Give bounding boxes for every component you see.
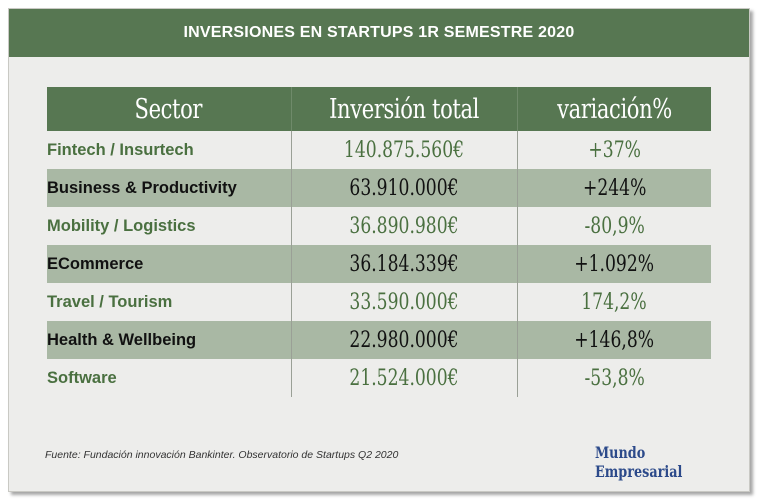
sector-cell: Fintech / Insurtech: [47, 131, 292, 169]
inversion-cell: 33.590.000€: [291, 283, 518, 321]
variacion-cell: +37%: [587, 137, 641, 163]
sector-cell: Health & Wellbeing: [47, 321, 292, 359]
chart-title: INVERSIONES EN STARTUPS 1R SEMESTRE 2020: [9, 9, 749, 57]
table-row: Health & Wellbeing 22.980.000€ +146,8%: [47, 321, 711, 359]
table-row: ECommerce 36.184.339€ +1.092%: [47, 245, 711, 283]
column-header-inversion: Inversión total: [290, 87, 517, 131]
sector-cell: Business & Productivity: [47, 169, 292, 207]
sector-cell: Mobility / Logistics: [47, 207, 292, 245]
table-row: Software 21.524.000€ -53,8%: [47, 359, 711, 397]
investment-table: Sector Inversión total variación% Fintec…: [47, 87, 711, 397]
variacion-cell: -80,9%: [584, 213, 645, 239]
table-header-row: Sector Inversión total variación%: [47, 87, 711, 131]
inversion-cell: 36.890.980€: [291, 207, 518, 245]
source-note: Fuente: Fundación innovación Bankinter. …: [45, 449, 399, 461]
infographic-frame: INVERSIONES EN STARTUPS 1R SEMESTRE 2020…: [8, 8, 750, 492]
inversion-cell: 22.980.000€: [291, 321, 518, 359]
variacion-cell: +146,8%: [517, 321, 711, 359]
inversion-cell: 36.184.339€: [291, 245, 518, 283]
inversion-cell: 140.875.560€: [291, 131, 518, 169]
column-header-variacion: variación%: [516, 87, 711, 131]
table-row: Fintech / Insurtech 140.875.560€ +37%: [47, 131, 711, 169]
table-row: Business & Productivity 63.910.000€ +244%: [47, 169, 711, 207]
inversion-cell: 63.910.000€: [291, 169, 518, 207]
table-row: Mobility / Logistics 36.890.980€ -80,9%: [47, 207, 711, 245]
table-row: Travel / Tourism 33.590.000€ 174,2%: [47, 283, 711, 321]
inversion-cell: 21.524.000€: [291, 359, 518, 397]
sector-cell: ECommerce: [47, 245, 292, 283]
variacion-cell: 174,2%: [581, 289, 647, 315]
variacion-cell: +1.092%: [517, 245, 711, 283]
variacion-cell: +244%: [517, 169, 711, 207]
column-header-sector: Sector: [47, 87, 291, 131]
sector-cell: Travel / Tourism: [47, 283, 292, 321]
sector-cell: Software: [47, 359, 292, 397]
brand-logo: Mundo Empresarial: [595, 443, 683, 481]
variacion-cell: -53,8%: [584, 365, 645, 391]
